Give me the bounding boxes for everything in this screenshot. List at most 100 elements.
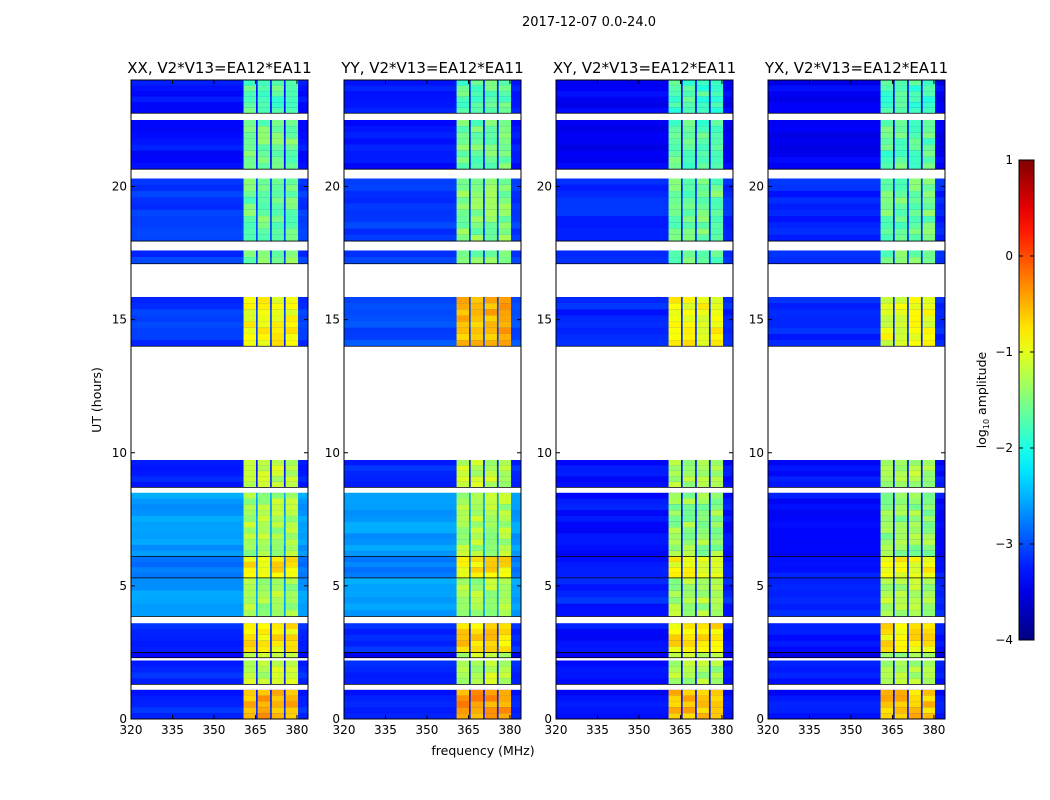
bright-channel-cell [243, 713, 257, 719]
bright-channel-cell [484, 590, 497, 598]
bright-channel-cell [285, 303, 299, 310]
heatmap-cell [768, 666, 945, 673]
heatmap-cell [131, 470, 308, 477]
flagged-interval [556, 487, 733, 493]
heatmap-cell [131, 550, 308, 557]
bright-channel-cell [668, 203, 682, 210]
bright-channel-cell [243, 102, 257, 108]
bright-channel-cell [880, 303, 894, 310]
heatmap-cell [131, 707, 308, 714]
bright-channel-cell [243, 470, 257, 477]
bright-channel-cell [880, 527, 894, 534]
bright-channel-cell [470, 603, 484, 611]
bright-channel-cell [894, 689, 908, 696]
bright-channel-cell [710, 527, 724, 534]
bright-channel-cell [696, 126, 709, 133]
bright-channel-cell [710, 672, 724, 679]
bright-channel-cell [285, 678, 299, 685]
bright-channel-cell [696, 713, 709, 719]
bright-channel-cell [668, 610, 682, 617]
heatmap-cell [131, 510, 308, 516]
bright-channel-cell [484, 132, 497, 139]
bright-channel-cell [257, 510, 271, 516]
bright-channel-cell [243, 634, 257, 641]
bright-channel-cell [894, 150, 908, 157]
heatmap-cell [768, 340, 945, 347]
bright-channel-cell [456, 102, 470, 108]
heatmap-cell [131, 257, 308, 264]
bright-channel-cell [470, 91, 484, 97]
heatmap-cell [556, 163, 733, 170]
bright-channel-cell [456, 119, 470, 127]
heatmap-cell [344, 572, 521, 578]
bright-channel-cell [285, 80, 299, 86]
bright-channel-cell [484, 498, 497, 505]
bright-channel-cell [696, 701, 709, 708]
bright-channel-cell [922, 321, 936, 328]
bright-channel-cell [682, 203, 696, 210]
bright-channel-cell [456, 707, 470, 714]
bright-channel-cell [880, 590, 894, 598]
bright-channel-cell [668, 515, 682, 522]
bright-channel-cell [257, 640, 271, 647]
bright-channel-cell [285, 470, 299, 477]
bright-channel-cell [894, 321, 908, 328]
bright-channel-cell [484, 296, 497, 304]
bright-channel-cell [470, 119, 484, 127]
bright-channel-cell [470, 303, 484, 310]
bright-channel-cell [696, 197, 709, 204]
bright-channel-cell [696, 492, 709, 499]
bright-channel-cell [696, 572, 709, 578]
heatmap-cell [344, 126, 521, 133]
bright-channel-cell [922, 689, 936, 696]
heatmap-cell [556, 178, 733, 185]
bright-channel-cell [696, 666, 709, 673]
bright-channel-cell [498, 634, 512, 641]
bright-channel-cell [696, 533, 709, 540]
bright-channel-cell [498, 590, 512, 598]
heatmap-cell [131, 96, 308, 103]
bright-channel-cell [668, 567, 682, 573]
bright-channel-cell [456, 296, 470, 304]
bright-channel-cell [456, 646, 470, 653]
bright-channel-cell [880, 689, 894, 696]
bright-channel-cell [696, 156, 709, 164]
heatmap-cell [131, 309, 308, 316]
bright-channel-cell [908, 459, 921, 466]
bright-channel-cell [880, 96, 894, 103]
heatmap-cell [131, 556, 308, 562]
bright-channel-cell [710, 707, 724, 714]
bright-channel-cell [498, 216, 512, 223]
bright-channel-cell [880, 222, 894, 229]
bright-channel-cell [271, 102, 284, 108]
bright-channel-cell [285, 107, 299, 114]
bright-channel-cell [484, 257, 497, 264]
bright-channel-cell [285, 203, 299, 210]
bright-channel-cell [668, 623, 682, 630]
bright-channel-cell [271, 610, 284, 617]
bright-channel-cell [696, 498, 709, 505]
bright-channel-cell [710, 533, 724, 540]
bright-channel-cell [696, 646, 709, 653]
colorbar-tick-label: −4 [995, 633, 1013, 647]
bright-channel-cell [498, 577, 512, 585]
bright-channel-cell [710, 544, 724, 551]
bright-channel-cell [696, 504, 709, 511]
heatmap-cell [556, 539, 733, 545]
bright-channel-cell [668, 96, 682, 103]
bright-channel-cell [922, 150, 936, 157]
bright-channel-cell [696, 132, 709, 139]
bright-channel-cell [696, 222, 709, 229]
panel-frame [343, 79, 522, 720]
bright-channel-cell [470, 315, 484, 322]
bright-channel-cell [894, 713, 908, 719]
bright-channel-cell [285, 510, 299, 516]
bright-channel-cell [498, 321, 512, 328]
bright-channel-cell [696, 191, 709, 198]
bright-channel-cell [710, 184, 724, 192]
bright-channel-cell [710, 470, 724, 477]
bright-channel-cell [484, 459, 497, 466]
bright-channel-cell [257, 590, 271, 598]
bright-channel-cell [908, 629, 921, 635]
bright-channel-cell [682, 234, 696, 242]
